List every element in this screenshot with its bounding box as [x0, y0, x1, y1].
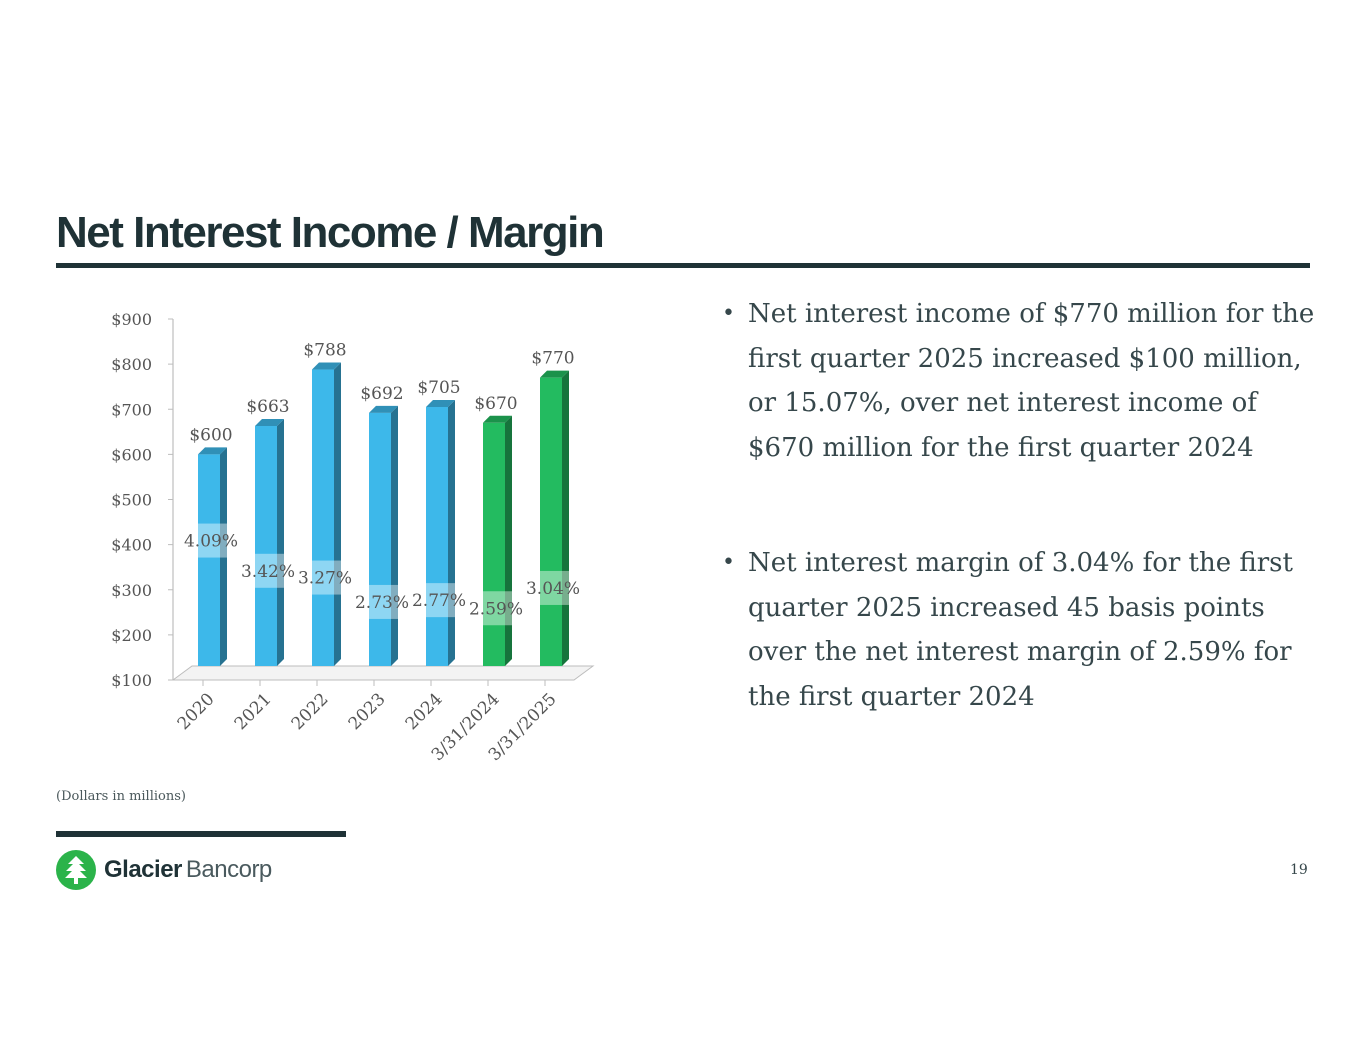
logo-name-light: Bancorp — [185, 856, 272, 883]
bar-top — [369, 405, 398, 413]
bar-value-label: $670 — [474, 394, 517, 414]
margin-label: 3.27% — [298, 569, 352, 589]
x-tick-label: 2020 — [174, 689, 219, 734]
bar-top — [312, 362, 341, 370]
logo-name-bold: Glacier — [104, 856, 182, 883]
margin-label: 2.73% — [355, 593, 409, 613]
bar — [198, 454, 220, 666]
net-interest-chart: $100 $200 $300 $400 $500 $600 $700 $800 $900 $600… — [111, 310, 595, 765]
bar-top — [255, 418, 284, 426]
bar-top — [426, 399, 455, 407]
bar-value-label: $770 — [531, 349, 574, 369]
y-tick-label: $800 — [111, 355, 152, 374]
bar — [312, 369, 334, 666]
margin-label: 3.42% — [241, 562, 295, 582]
bar — [540, 377, 562, 666]
bar-value-label: $692 — [360, 384, 403, 404]
bar — [255, 425, 277, 666]
company-logo: Glacier Bancorp — [56, 850, 272, 890]
bar — [369, 412, 391, 666]
y-tick-label: $600 — [111, 445, 152, 464]
footnote: (Dollars in millions) — [56, 789, 186, 804]
bar-value-label: $663 — [246, 397, 289, 417]
y-tick-label: $100 — [111, 671, 152, 690]
bar-side — [391, 405, 398, 666]
x-tick-label: 2022 — [288, 689, 333, 734]
footer-rule — [56, 831, 346, 837]
margin-label-backdrop — [310, 560, 344, 595]
margin-label-backdrop — [424, 583, 458, 618]
chart-floor — [171, 665, 595, 681]
bar-side — [448, 399, 455, 666]
page-title: Net Interest Income / Margin — [56, 208, 605, 257]
bar-value-label: $788 — [303, 341, 346, 361]
y-tick-label: $300 — [111, 581, 152, 600]
y-tick-label: $700 — [111, 400, 152, 419]
margin-label: 4.09% — [184, 532, 238, 552]
margin-label-backdrop — [367, 584, 401, 619]
x-tick-label: 2023 — [345, 689, 390, 734]
bar-side — [334, 362, 341, 666]
bullet-net-interest-income: Net interest income of $770 million for … — [722, 292, 1322, 470]
margin-label-backdrop — [253, 553, 287, 588]
y-tick-label: $200 — [111, 626, 152, 645]
margin-label: 2.59% — [469, 599, 523, 619]
bullet-list: Net interest income of $770 million for … — [722, 292, 1322, 719]
x-tick-label: 2024 — [402, 689, 447, 734]
margin-label-backdrop — [196, 523, 230, 558]
bar-value-label: $600 — [189, 425, 232, 445]
bar-side — [277, 418, 284, 666]
bar-top — [198, 447, 227, 455]
bar — [426, 406, 448, 666]
glacier-tree-icon — [56, 850, 96, 890]
margin-label-backdrop — [481, 591, 515, 626]
bar-side — [562, 370, 569, 666]
y-tick-label: $500 — [111, 491, 152, 510]
bar-side — [220, 447, 227, 666]
bar — [483, 422, 505, 666]
y-tick-label: $400 — [111, 536, 152, 555]
bar-value-label: $705 — [417, 378, 460, 398]
bullet-net-interest-margin: Net interest margin of 3.04% for the fir… — [722, 541, 1322, 719]
title-rule — [56, 263, 1310, 268]
x-tick-label: 2021 — [231, 689, 276, 734]
margin-label: 3.04% — [526, 579, 580, 599]
y-tick-label: $900 — [111, 310, 152, 329]
bar-side — [505, 415, 512, 666]
margin-label: 2.77% — [412, 591, 466, 611]
margin-label-backdrop — [538, 570, 572, 605]
bar-top — [483, 415, 512, 423]
bar-top — [540, 370, 569, 378]
page-number: 19 — [1290, 862, 1308, 878]
